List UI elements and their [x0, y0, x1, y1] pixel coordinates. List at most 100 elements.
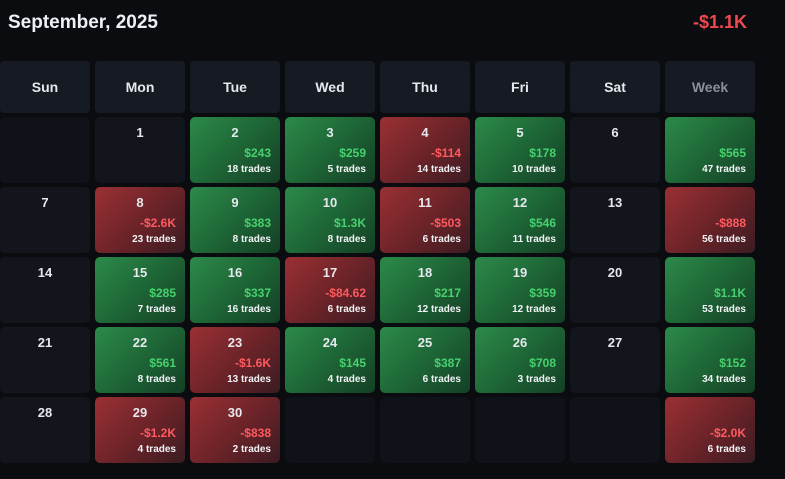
- trade-count: 8 trades: [232, 234, 271, 245]
- day-cell[interactable]: 27: [570, 327, 660, 393]
- trade-count: 16 trades: [227, 304, 271, 315]
- day-number: 19: [512, 265, 528, 280]
- trade-count: 7 trades: [137, 304, 176, 315]
- day-cell[interactable]: 2 $243 18 trades: [190, 117, 280, 183]
- pnl-value: $337: [244, 286, 271, 300]
- day-number: 15: [132, 265, 148, 280]
- pnl-value: -$888: [715, 216, 746, 230]
- day-cell[interactable]: 6: [570, 117, 660, 183]
- day-cell[interactable]: 21: [0, 327, 90, 393]
- pnl-value: $546: [529, 216, 556, 230]
- day-cell[interactable]: 13: [570, 187, 660, 253]
- weekday-header-fri: Fri: [475, 61, 565, 113]
- week-summary-cell[interactable]: $1.1K 53 trades: [665, 257, 755, 323]
- day-cell[interactable]: 18 $217 12 trades: [380, 257, 470, 323]
- trade-count: 53 trades: [702, 304, 746, 315]
- day-number: 1: [136, 125, 144, 140]
- trade-count: 47 trades: [702, 164, 746, 175]
- weekday-header-week: Week: [665, 61, 755, 113]
- pnl-value: $217: [434, 286, 461, 300]
- pnl-value: $708: [529, 356, 556, 370]
- day-number: 29: [132, 405, 148, 420]
- day-cell[interactable]: 11 -$503 6 trades: [380, 187, 470, 253]
- weekday-header-sun: Sun: [0, 61, 90, 113]
- day-number: 14: [37, 265, 53, 280]
- day-number: 25: [417, 335, 433, 350]
- day-cell[interactable]: 15 $285 7 trades: [95, 257, 185, 323]
- day-cell: [380, 397, 470, 463]
- trade-count: 2 trades: [232, 444, 271, 455]
- pnl-value: $259: [339, 146, 366, 160]
- trade-count: 6 trades: [707, 444, 746, 455]
- pnl-value: $243: [244, 146, 271, 160]
- day-cell[interactable]: 8 -$2.6K 23 trades: [95, 187, 185, 253]
- day-cell[interactable]: 24 $145 4 trades: [285, 327, 375, 393]
- day-cell[interactable]: 10 $1.3K 8 trades: [285, 187, 375, 253]
- day-cell[interactable]: 16 $337 16 trades: [190, 257, 280, 323]
- trade-count: 8 trades: [327, 234, 366, 245]
- day-cell[interactable]: 17 -$84.62 6 trades: [285, 257, 375, 323]
- day-cell[interactable]: 25 $387 6 trades: [380, 327, 470, 393]
- pnl-value: -$1.2K: [139, 426, 176, 440]
- pnl-value: -$838: [240, 426, 271, 440]
- weekday-header-mon: Mon: [95, 61, 185, 113]
- day-number: 17: [322, 265, 338, 280]
- day-cell[interactable]: 30 -$838 2 trades: [190, 397, 280, 463]
- weekday-header-thu: Thu: [380, 61, 470, 113]
- day-cell[interactable]: 22 $561 8 trades: [95, 327, 185, 393]
- day-cell[interactable]: 9 $383 8 trades: [190, 187, 280, 253]
- day-cell[interactable]: 3 $259 5 trades: [285, 117, 375, 183]
- day-number: 9: [231, 195, 239, 210]
- trade-count: 6 trades: [422, 374, 461, 385]
- pnl-value: $383: [244, 216, 271, 230]
- trade-count: 12 trades: [417, 304, 461, 315]
- month-total-pnl: -$1.1K: [692, 12, 747, 32]
- day-cell[interactable]: 4 -$114 14 trades: [380, 117, 470, 183]
- pnl-calendar-grid: Sun Mon Tue Wed Thu Fri Sat Week 1 2 $243 1…: [0, 61, 755, 463]
- week-summary-cell[interactable]: $565 47 trades: [665, 117, 755, 183]
- trade-count: 6 trades: [327, 304, 366, 315]
- trade-count: 4 trades: [327, 374, 366, 385]
- trade-count: 10 trades: [512, 164, 556, 175]
- day-number: 22: [132, 335, 148, 350]
- trade-count: 34 trades: [702, 374, 746, 385]
- pnl-value: $561: [149, 356, 176, 370]
- day-cell[interactable]: 28: [0, 397, 90, 463]
- day-number: 26: [512, 335, 528, 350]
- day-cell[interactable]: 23 -$1.6K 13 trades: [190, 327, 280, 393]
- pnl-value: $1.1K: [713, 286, 746, 300]
- day-number: 7: [41, 195, 49, 210]
- trade-count: 6 trades: [422, 234, 461, 245]
- day-number: 27: [607, 335, 623, 350]
- day-cell[interactable]: 29 -$1.2K 4 trades: [95, 397, 185, 463]
- pnl-value: $387: [434, 356, 461, 370]
- pnl-value: $1.3K: [333, 216, 366, 230]
- trade-count: 11 trades: [512, 234, 556, 245]
- day-cell[interactable]: 12 $546 11 trades: [475, 187, 565, 253]
- day-cell[interactable]: 19 $359 12 trades: [475, 257, 565, 323]
- day-number: 23: [227, 335, 243, 350]
- day-cell[interactable]: 1: [95, 117, 185, 183]
- day-number: 24: [322, 335, 338, 350]
- trade-count: 4 trades: [137, 444, 176, 455]
- day-cell[interactable]: 14: [0, 257, 90, 323]
- day-cell[interactable]: 5 $178 10 trades: [475, 117, 565, 183]
- day-cell: [475, 397, 565, 463]
- day-number: 12: [512, 195, 528, 210]
- trade-count: 8 trades: [137, 374, 176, 385]
- pnl-value: $565: [719, 146, 746, 160]
- week-summary-cell[interactable]: $152 34 trades: [665, 327, 755, 393]
- day-number: 2: [231, 125, 239, 140]
- day-cell[interactable]: 26 $708 3 trades: [475, 327, 565, 393]
- day-cell[interactable]: 7: [0, 187, 90, 253]
- trade-count: 23 trades: [132, 234, 176, 245]
- weekday-header-sat: Sat: [570, 61, 660, 113]
- pnl-value: $178: [529, 146, 556, 160]
- day-cell: [570, 397, 660, 463]
- week-summary-cell[interactable]: -$888 56 trades: [665, 187, 755, 253]
- trade-count: 18 trades: [227, 164, 271, 175]
- week-summary-cell[interactable]: -$2.0K 6 trades: [665, 397, 755, 463]
- day-cell[interactable]: 20: [570, 257, 660, 323]
- trade-count: 3 trades: [517, 374, 556, 385]
- day-number: 8: [136, 195, 144, 210]
